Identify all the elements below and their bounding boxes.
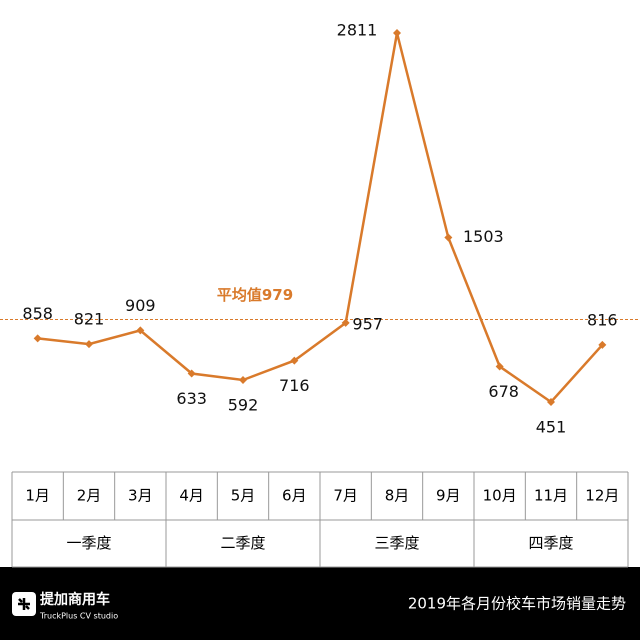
marker bbox=[598, 340, 607, 349]
average-label: 平均值979 bbox=[217, 286, 293, 304]
data-label: 451 bbox=[536, 418, 567, 437]
x-tick-label: 8月 bbox=[385, 487, 410, 505]
marker bbox=[495, 362, 504, 371]
marker bbox=[547, 398, 555, 406]
marker bbox=[85, 340, 93, 349]
footer bbox=[0, 567, 640, 640]
data-label: 2811 bbox=[337, 21, 378, 40]
marker bbox=[290, 356, 299, 365]
x-tick-label: 4月 bbox=[179, 487, 204, 505]
x-tick-label: 5月 bbox=[231, 487, 256, 505]
x-tick-label: 11月 bbox=[534, 487, 568, 505]
data-label: 633 bbox=[176, 389, 207, 408]
marker bbox=[187, 369, 196, 378]
x-tick-label: 3月 bbox=[128, 487, 153, 505]
group-label: 一季度 bbox=[66, 534, 111, 552]
x-tick-label: 2月 bbox=[77, 487, 102, 505]
data-label: 821 bbox=[74, 310, 105, 329]
group-label: 四季度 bbox=[528, 534, 573, 552]
x-tick-label: 9月 bbox=[436, 487, 461, 505]
marker bbox=[393, 29, 401, 37]
data-label: 678 bbox=[488, 382, 519, 401]
logo-glyph bbox=[18, 598, 30, 610]
logo-subtitle: TruckPlus CV studio bbox=[39, 612, 118, 621]
group-label: 二季度 bbox=[220, 534, 265, 552]
x-tick-label: 6月 bbox=[282, 487, 307, 505]
marker bbox=[33, 334, 42, 343]
marker bbox=[341, 318, 350, 327]
x-tick-label: 10月 bbox=[483, 487, 517, 505]
group-label: 三季度 bbox=[374, 534, 419, 552]
marker bbox=[136, 326, 145, 335]
data-label: 858 bbox=[22, 304, 53, 323]
chart-title: 2019年各月份校车市场销量走势 bbox=[408, 595, 626, 613]
data-label: 1503 bbox=[463, 227, 504, 246]
marker bbox=[239, 375, 247, 384]
logo-name: 提加商用车 bbox=[40, 591, 110, 608]
data-label: 716 bbox=[279, 376, 310, 395]
x-tick-label: 12月 bbox=[585, 487, 619, 505]
line bbox=[37, 32, 604, 404]
data-label: 909 bbox=[125, 296, 156, 315]
data-label: 816 bbox=[587, 310, 618, 329]
data-label: 592 bbox=[228, 395, 259, 414]
data-label: 957 bbox=[352, 314, 383, 333]
x-tick-label: 1月 bbox=[25, 487, 50, 505]
marker bbox=[444, 233, 453, 242]
x-tick-label: 7月 bbox=[333, 487, 358, 505]
